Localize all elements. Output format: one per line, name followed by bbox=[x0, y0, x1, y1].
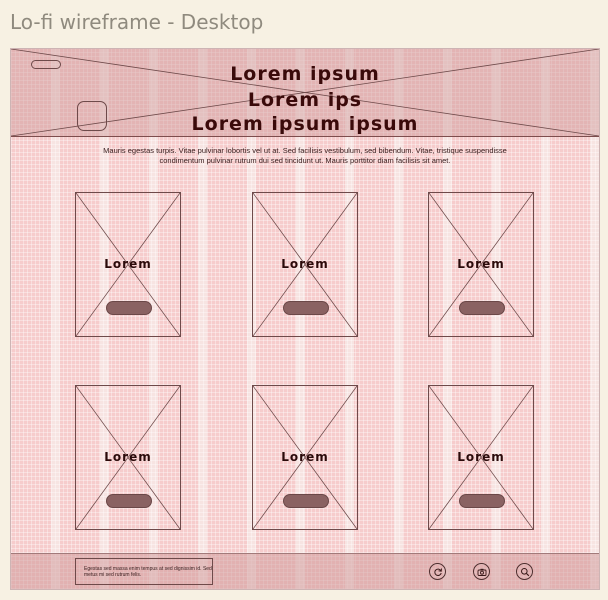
headline-line-3: Lorem ipsum ipsum bbox=[191, 113, 419, 135]
card-1[interactable]: Lorem bbox=[75, 192, 181, 337]
card-label: Lorem bbox=[457, 257, 505, 271]
frame-title: Lo-fi wireframe - Desktop bbox=[10, 10, 264, 34]
card-6[interactable]: Lorem bbox=[428, 385, 534, 530]
card-image-placeholder bbox=[253, 193, 357, 336]
headline-line-1: Lorem ipsum bbox=[230, 63, 380, 85]
wireframe-canvas: Lorem ipsum Lorem ips Lorem ipsum ipsum … bbox=[10, 48, 600, 590]
card-label: Lorem bbox=[281, 257, 329, 271]
header-image-placeholder: Lorem ipsum Lorem ips Lorem ipsum ipsum bbox=[11, 49, 599, 137]
card-image-placeholder bbox=[76, 386, 180, 529]
footer-bar: Egestas sed massa enim tempus at sed dig… bbox=[11, 553, 599, 589]
card-button[interactable] bbox=[459, 301, 505, 315]
menu-pill[interactable] bbox=[31, 60, 61, 69]
refresh-icon[interactable] bbox=[429, 563, 446, 580]
card-button[interactable] bbox=[459, 494, 505, 508]
card-label: Lorem bbox=[281, 450, 329, 464]
header-placeholder-cross bbox=[11, 49, 599, 136]
logo-placeholder bbox=[77, 101, 107, 131]
card-3[interactable]: Lorem bbox=[428, 192, 534, 337]
card-5[interactable]: Lorem bbox=[252, 385, 358, 530]
headline-line-2: Lorem ips bbox=[247, 89, 363, 111]
card-image-placeholder bbox=[429, 386, 533, 529]
camera-icon[interactable] bbox=[473, 563, 490, 580]
footer-text-box: Egestas sed massa enim tempus at sed dig… bbox=[75, 558, 213, 585]
card-label: Lorem bbox=[457, 450, 505, 464]
search-icon[interactable] bbox=[516, 563, 533, 580]
card-button[interactable] bbox=[283, 494, 329, 508]
card-image-placeholder bbox=[429, 193, 533, 336]
card-image-placeholder bbox=[76, 193, 180, 336]
card-button[interactable] bbox=[283, 301, 329, 315]
card-button[interactable] bbox=[106, 301, 152, 315]
card-4[interactable]: Lorem bbox=[75, 385, 181, 530]
card-label: Lorem bbox=[104, 450, 152, 464]
card-label: Lorem bbox=[104, 257, 152, 271]
intro-description: Mauris egestas turpis. Vitae pulvinar lo… bbox=[103, 146, 507, 165]
card-button[interactable] bbox=[106, 494, 152, 508]
card-image-placeholder bbox=[253, 386, 357, 529]
card-2[interactable]: Lorem bbox=[252, 192, 358, 337]
